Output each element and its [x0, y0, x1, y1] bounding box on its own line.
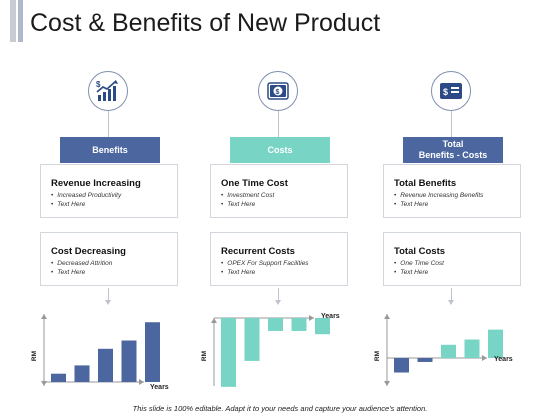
bullet-item: • Investment Cost	[221, 192, 275, 199]
bullet-item: • Text Here	[51, 269, 86, 276]
bullet-item: • Text Here	[394, 201, 429, 208]
chart-bar	[268, 318, 283, 331]
bullet-item: • Decreased Attrition	[51, 260, 113, 267]
bullet-item: • Text Here	[51, 201, 86, 208]
chart-bar	[98, 348, 113, 382]
y-axis-arrow	[41, 314, 47, 319]
connector-line	[451, 288, 452, 303]
benefits-chart: Years RM	[31, 314, 169, 391]
connector-line	[278, 111, 279, 137]
svg-text:$: $	[443, 87, 448, 97]
info-box: Total Costs • One Time Cost • Text Here	[383, 232, 521, 286]
y-axis-arrow	[211, 318, 217, 323]
info-box: Total Benefits • Revenue Increasing Benef…	[383, 164, 521, 218]
y-axis-arrow	[384, 381, 390, 386]
box-heading: Recurrent Costs	[221, 246, 295, 257]
column-header: Total Benefits - Costs	[403, 137, 503, 163]
footer-note: This slide is 100% editable. Adapt it to…	[132, 404, 428, 413]
svg-text:$: $	[276, 89, 280, 96]
bullet-item: • OPEX For Support Facilities	[221, 260, 309, 267]
chart-bar	[441, 344, 456, 358]
chart-bar	[315, 318, 330, 335]
chart-bar	[145, 322, 160, 382]
chart-bar	[74, 365, 90, 382]
connector-line	[108, 111, 109, 137]
chart-bar	[394, 358, 409, 373]
info-box: Recurrent Costs • OPEX For Support Facili…	[210, 232, 348, 286]
total-chart: Years RM	[374, 314, 513, 386]
arrow-down-icon	[105, 300, 111, 305]
svg-text:$: $	[96, 80, 101, 89]
money-dollar-icon: $	[258, 71, 298, 111]
x-axis-arrow	[482, 355, 487, 361]
bullet-item: • Text Here	[221, 201, 256, 208]
x-axis-arrow	[139, 379, 144, 385]
chart-bar	[121, 340, 137, 382]
title-accent-bar	[10, 0, 16, 42]
page-title: Cost & Benefits of New Product	[30, 9, 381, 37]
info-box: Revenue Increasing • Increased Productivi…	[40, 164, 178, 218]
arrow-down-icon	[448, 300, 454, 305]
bullet-item: • One Time Cost	[394, 260, 444, 267]
benefits-column: $ Benefits Revenue Increasing • Increased…	[31, 0, 180, 420]
y-axis-label: RM	[31, 351, 38, 361]
bullet-item: • Increased Productivity	[51, 192, 122, 199]
costs-column: $ Costs One Time Cost • Investment Cost •…	[201, 0, 350, 420]
chart-bar	[51, 373, 66, 382]
info-box: Cost Decreasing • Decreased Attrition • Te…	[40, 232, 178, 286]
column-header: Benefits	[60, 137, 160, 163]
chart-bar	[291, 318, 307, 331]
x-axis-arrow	[309, 315, 314, 321]
bullet-item: • Text Here	[221, 269, 256, 276]
info-box: One Time Cost • Investment Cost • Text Her…	[210, 164, 348, 218]
bullet-item: • Revenue Increasing Benefits	[394, 192, 484, 199]
y-axis-arrow	[384, 314, 390, 319]
x-axis-label: Years	[150, 384, 169, 391]
chart-bar	[244, 318, 260, 361]
box-heading: One Time Cost	[221, 178, 288, 189]
connector-line	[108, 288, 109, 303]
chart-bar	[221, 318, 236, 387]
box-heading: Total Benefits	[394, 178, 457, 189]
box-heading: Cost Decreasing	[51, 246, 126, 257]
x-axis-label: Years	[494, 356, 513, 363]
y-axis-label: RM	[201, 351, 208, 361]
bullet-item: • Text Here	[394, 269, 429, 276]
costs-chart: Years RM	[201, 313, 340, 387]
growth-chart-dollar-icon: $	[88, 71, 128, 111]
box-heading: Revenue Increasing	[51, 178, 141, 189]
title-accent-bar	[18, 0, 23, 42]
chart-bar	[464, 339, 480, 358]
box-heading: Total Costs	[394, 246, 446, 257]
chart-bar	[488, 329, 503, 358]
arrow-down-icon	[275, 300, 281, 305]
y-axis-label: RM	[374, 351, 381, 361]
wallet-dollar-icon: $	[431, 71, 471, 111]
column-header: Costs	[230, 137, 330, 163]
total-column: $ Total Benefits - Costs Total Benefits …	[374, 0, 523, 420]
connector-line	[278, 288, 279, 303]
chart-bar	[417, 358, 433, 362]
connector-line	[451, 111, 452, 137]
x-axis-label: Years	[321, 313, 340, 320]
